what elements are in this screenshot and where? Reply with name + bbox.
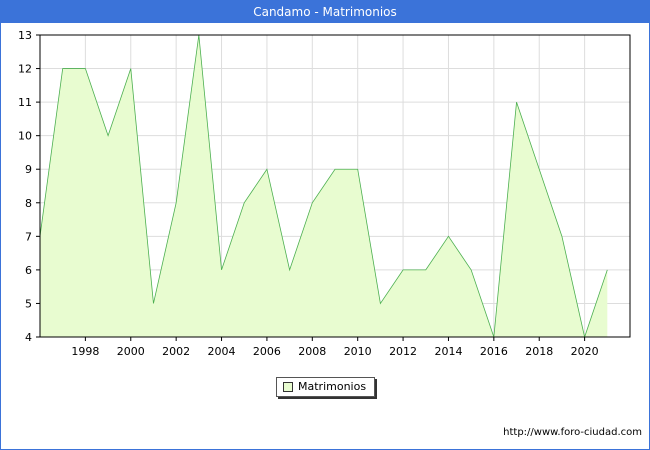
y-tick-label: 4 <box>25 331 32 344</box>
y-tick-label: 9 <box>25 163 32 176</box>
legend-label: Matrimonios <box>298 380 367 393</box>
chart-title: Candamo - Matrimonios <box>1 1 649 23</box>
y-tick-label: 12 <box>18 63 32 76</box>
legend: Matrimonios <box>276 377 375 397</box>
y-tick-label: 7 <box>25 230 32 243</box>
x-tick-label: 2012 <box>389 345 417 358</box>
y-tick-label: 8 <box>25 197 32 210</box>
x-tick-label: 2000 <box>117 345 145 358</box>
x-tick-label: 2010 <box>344 345 372 358</box>
series-line <box>39 34 608 339</box>
x-tick-label: 2008 <box>298 345 326 358</box>
x-tick-label: 2020 <box>571 345 599 358</box>
legend-swatch <box>283 382 293 392</box>
x-tick-label: 2016 <box>480 345 508 358</box>
x-tick-label: 2014 <box>434 345 462 358</box>
source-url: http://www.foro-ciudad.com <box>503 427 642 438</box>
y-tick-label: 6 <box>25 264 32 277</box>
plot-border <box>39 34 631 338</box>
y-tick-label: 11 <box>18 96 32 109</box>
y-tick-label: 10 <box>18 130 32 143</box>
y-tick-label: 13 <box>18 29 32 42</box>
x-tick-label: 2018 <box>525 345 553 358</box>
x-tick-label: 2004 <box>208 345 236 358</box>
x-tick-label: 1998 <box>71 345 99 358</box>
x-tick-label: 2002 <box>162 345 190 358</box>
x-tick-label: 2006 <box>253 345 281 358</box>
y-tick-label: 5 <box>25 297 32 310</box>
